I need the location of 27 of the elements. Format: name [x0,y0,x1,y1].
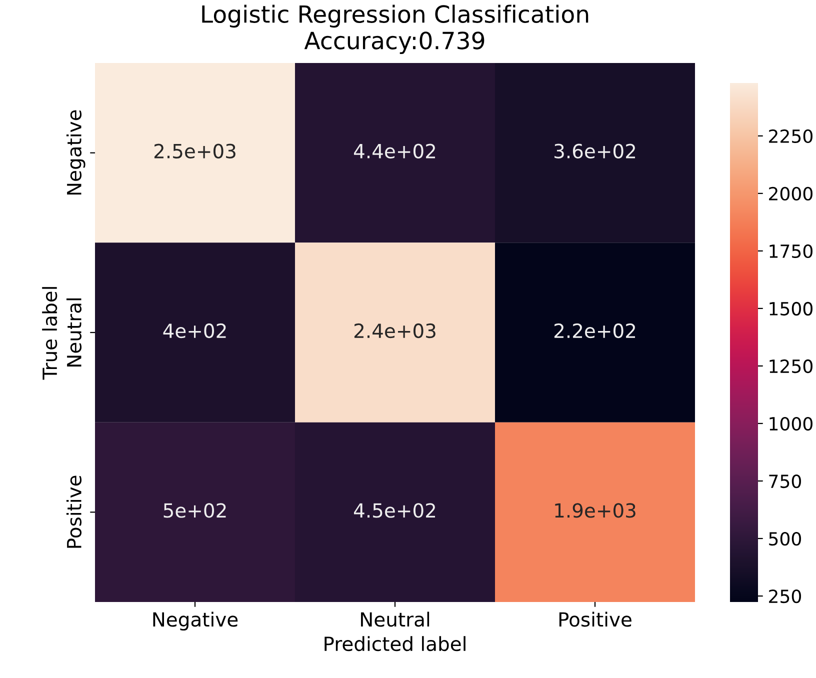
color-bar-label: 250 [769,589,801,604]
data-label: 3.6e+02 [554,144,636,158]
y-tick-label: Negative [66,110,86,195]
chart-title: Logistic Regression Classification Accuracy:0.739 [202,4,588,54]
data-label: 4.4e+02 [354,144,436,158]
x-tick-label: Negative [153,612,238,631]
data-label: 2.5e+03 [154,144,236,158]
color-bar-label: 500 [769,532,801,546]
color-bar-label: 2250 [769,129,812,144]
data-label: 1.9e+03 [555,503,636,518]
data-label: 5e+02 [164,503,226,518]
color-bar-label: 1250 [770,359,812,374]
color-bar-label: 1000 [770,416,812,431]
x-axis-title: Predicted label [324,636,466,652]
color-bar-label: 2000 [769,186,812,201]
color-bar-label: 1750 [770,244,812,258]
y-axis-title: True label [42,287,58,380]
color-bar-label: 750 [769,474,801,488]
y-tick-label: Neutral [66,298,82,366]
data-label: 2.4e+03 [354,323,436,338]
x-tick-label: Neutral [361,612,430,627]
y-tick-label: Positive [66,476,82,548]
x-tick-label: Positive [559,612,632,627]
data-label: 4e+02 [163,323,226,338]
data-label: 4.5e+02 [354,503,436,518]
data-label: 2.2e+02 [554,323,636,338]
color-bar-label: 1500 [770,302,812,316]
